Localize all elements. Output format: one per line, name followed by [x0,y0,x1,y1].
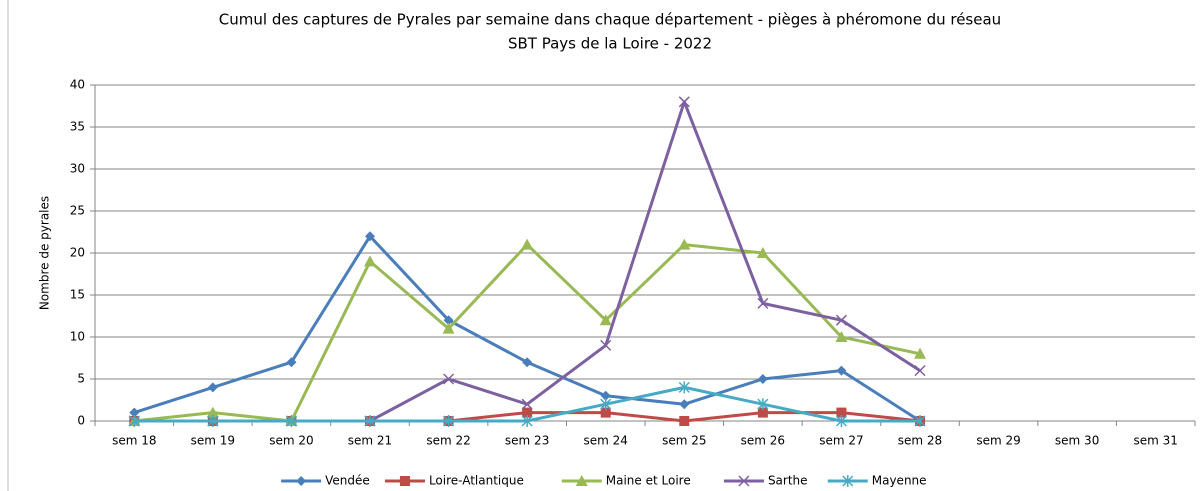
marker [521,415,533,427]
marker [914,415,926,427]
x-tick-label: sem 31 [1134,434,1178,448]
marker [128,415,140,427]
y-tick-label: 0 [77,414,85,428]
marker [678,238,691,250]
marker [522,407,533,418]
x-tick-label: sem 26 [741,434,785,448]
marker [286,357,297,368]
legend-marker [738,475,750,487]
marker [599,314,612,326]
marker [679,399,690,410]
marker [443,373,455,385]
x-tick-label: sem 22 [426,434,470,448]
series-line [134,100,921,423]
x-tick-label: sem 20 [269,434,313,448]
x-tick-label: sem 30 [1055,434,1099,448]
x-tick-label: sem 25 [662,434,706,448]
marker [835,314,847,326]
marker [600,339,612,351]
y-tick-label: 35 [70,120,85,134]
chart-subtitle: SBT Pays de la Loire - 2022 [508,35,712,53]
y-tick-label: 40 [70,78,85,92]
marker [443,415,455,427]
y-axis-label: Nombre de pyrales [38,196,52,310]
marker [207,382,218,393]
marker [679,416,690,426]
marker [757,398,769,411]
marker [914,365,926,377]
marker [836,407,847,418]
marker [678,96,690,108]
y-tick-label: 5 [77,372,85,386]
marker [207,415,219,427]
legend-marker [399,476,410,486]
marker [522,357,533,368]
legend-marker [575,475,588,486]
marker [521,398,533,410]
marker [129,407,140,418]
marker [600,398,612,411]
legend-label: Loire-Atlantique [429,474,524,488]
legend-label: Vendée [325,474,370,488]
x-tick-label: sem 23 [505,434,549,448]
marker [678,381,690,394]
series-line [134,243,921,423]
marker [914,347,926,359]
x-tick-label: sem 18 [112,434,156,448]
marker [600,407,611,418]
marker [756,247,769,258]
x-tick-label: sem 27 [819,434,863,448]
y-tick-label: 25 [70,204,85,218]
x-tick-label: sem 28 [898,434,942,448]
marker [365,231,375,242]
marker [836,365,847,376]
x-tick-label: sem 19 [191,434,235,448]
legend-marker [296,476,307,486]
marker [443,315,454,326]
x-tick-label: sem 24 [584,434,628,448]
legend-label: Maine et Loire [606,474,691,488]
marker [757,407,768,418]
marker [364,415,376,427]
y-tick-label: 20 [70,246,85,260]
series-line [133,234,921,423]
marker [442,322,455,334]
y-tick-label: 10 [70,330,85,344]
legend-marker [842,475,854,487]
marker [521,238,534,250]
marker [285,415,297,427]
y-tick-label: 30 [70,162,85,176]
x-tick-label: sem 21 [348,434,392,448]
marker [835,415,847,427]
legend-label: Mayenne [872,474,927,488]
marker [757,374,768,384]
marker [835,331,848,342]
marker [364,255,376,267]
x-tick-label: sem 29 [976,434,1020,448]
marker [757,297,769,309]
y-tick-label: 15 [70,288,85,302]
marker [206,406,219,418]
marker [600,390,611,401]
chart-title: Cumul des captures de Pyrales par semain… [219,11,1001,29]
legend-label: Sarthe [768,474,808,488]
